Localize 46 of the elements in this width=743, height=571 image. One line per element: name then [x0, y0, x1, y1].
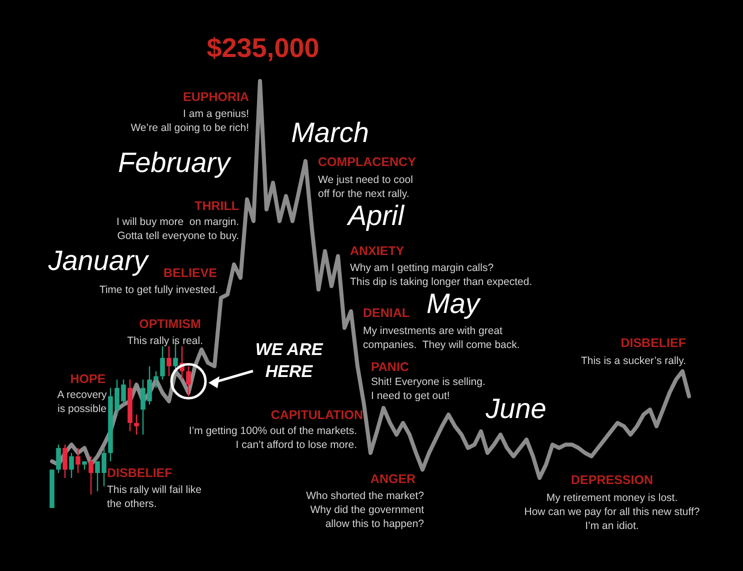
- text: March: [291, 117, 369, 148]
- candlestick: [56, 444, 61, 474]
- candlestick: [186, 366, 191, 397]
- candlestick: [69, 452, 74, 479]
- text: I am a genius! We’re all going to be rich!: [130, 108, 249, 134]
- annotation: Shit! Everyone is selling. I need to get out!: [371, 376, 486, 402]
- text: April: [346, 200, 405, 231]
- text: We just need to cool off for the next rally.: [318, 174, 413, 200]
- annotation: DEPRESSION: [571, 473, 653, 487]
- text: BELIEVE: [164, 266, 217, 280]
- candlestick: [166, 346, 172, 377]
- annotation: HOPE: [70, 372, 106, 386]
- annotation: My investments are with great companies. They will come back.: [363, 325, 520, 351]
- candlestick: [160, 346, 165, 380]
- candlestick: [76, 447, 80, 474]
- text: January: [47, 245, 150, 276]
- annotation: PANIC: [371, 360, 409, 374]
- text: OPTIMISM: [139, 317, 201, 331]
- annotation: ANGER: [370, 472, 416, 486]
- annotation: I’m getting 100% out of the markets. I can’t afford to lose more.: [188, 425, 357, 451]
- text: COMPLACENCY: [318, 155, 417, 169]
- text: Why am I getting margin calls? This dip is taking longer than expected.: [350, 262, 532, 288]
- candlestick: [62, 444, 68, 479]
- text: Time to get fully invested.: [99, 284, 218, 296]
- annotation: Who shorted the market? Why did the government allow this to happen?: [306, 490, 424, 530]
- annotation: DISBELIEF: [620, 336, 686, 350]
- text: ANXIETY: [350, 244, 405, 258]
- annotation: This is a sucker’s rally.: [580, 355, 686, 367]
- text: I will buy more on margin. Gotta tell everyone to buy.: [116, 216, 239, 242]
- text: $235,000: [206, 33, 320, 63]
- candlestick: [88, 456, 94, 496]
- annotation: This rally will fail like the others.: [107, 484, 202, 510]
- candlestick: [154, 370, 158, 389]
- text: DENIAL: [363, 306, 410, 320]
- annotation: My retirement money is lost. How can we pay for all this new stuff? I’m an idiot.: [524, 492, 700, 532]
- annotation: June: [484, 393, 546, 424]
- text: THRILL: [194, 199, 240, 213]
- annotation: CAPITULATION: [270, 408, 363, 422]
- annotation: WE ARE HERE: [255, 340, 324, 381]
- text: May: [426, 288, 482, 319]
- candlestick: [134, 414, 139, 436]
- annotation: A recovery is possible: [57, 389, 108, 415]
- text: EUPHORIA: [183, 90, 249, 104]
- text: February: [118, 147, 232, 178]
- annotation: DISBELIEF: [107, 466, 173, 480]
- annotation: This rally is real.: [127, 335, 203, 347]
